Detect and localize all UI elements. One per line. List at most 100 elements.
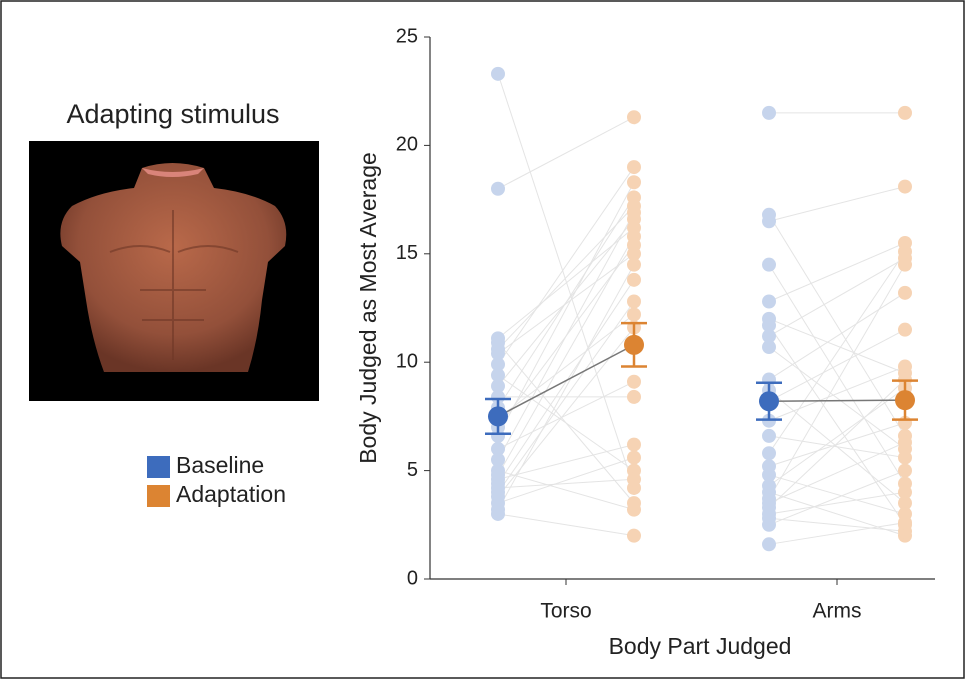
pair-line [768,435,906,459]
data-point [627,205,641,220]
data-point [491,441,505,456]
pair-line [768,257,906,337]
pair-line [768,522,906,545]
mean-line [768,399,906,402]
data-point [898,496,912,511]
pair-line [497,212,635,461]
pair-line [768,325,906,526]
data-point [627,437,641,452]
data-point [762,105,776,120]
data-point [627,502,641,517]
pair-line [497,374,635,472]
data-point [762,537,776,552]
data-point [491,506,505,521]
pair-line [497,73,635,489]
data-point [898,244,912,259]
data-point [627,257,641,272]
pair-line [497,205,635,350]
legend-label: Adaptation [176,481,286,507]
data-point [491,346,505,361]
pair-line [768,264,906,500]
data-point [627,190,641,205]
data-point [898,359,912,374]
pair-line [768,292,906,380]
pair-line [497,197,635,408]
pair-line [768,491,906,515]
data-point [627,374,641,389]
data-point [491,368,505,383]
data-point [898,285,912,300]
data-point [491,428,505,443]
y-tick-label: 25 [396,25,418,47]
pair-line [497,236,635,476]
pair-line [768,366,906,422]
data-point [491,452,505,467]
data-point [762,446,776,461]
pair-line [768,387,906,487]
data-point [762,318,776,333]
pair-line [768,214,906,437]
pair-line [768,242,906,302]
pair-line [768,251,906,454]
data-point [762,517,776,532]
pair-line [497,166,635,365]
mean-line [497,344,635,418]
data-point [627,472,641,487]
stimulus-image [29,141,319,401]
data-point [762,257,776,272]
pair-line [497,301,635,493]
data-point [898,435,912,450]
data-point [898,257,912,272]
y-tick-label: 15 [396,242,418,264]
data-point [898,463,912,478]
pair-line [497,381,635,450]
pair-line [497,457,635,504]
legend-swatch [147,485,170,507]
data-point [491,389,505,404]
legend-swatch [147,456,170,478]
pair-line [768,470,906,526]
y-tick-label: 5 [407,459,418,481]
y-axis-label: Body Judged as Most Average [355,152,381,464]
data-point [491,66,505,81]
pair-line [768,318,906,374]
x-tick-label: Torso [540,600,591,623]
data-point [627,110,641,125]
data-point [898,515,912,530]
pair-line [497,470,635,511]
pair-line [768,346,906,450]
data-point [627,160,641,175]
data-point [762,329,776,344]
pair-line [497,444,635,480]
data-point [627,389,641,404]
legend: Baseline Adaptation [147,452,286,507]
pair-line [497,314,635,419]
x-axis-label: Body Part Judged [609,633,792,659]
y-tick-label: 20 [396,134,418,156]
y-tick-label: 10 [396,350,418,372]
mean-point [895,390,915,411]
data-point [627,294,641,309]
data-point [762,340,776,355]
data-point [627,307,641,322]
data-point [627,450,641,465]
data-point [491,379,505,394]
x-tick-label: Arms [813,600,862,623]
pair-line [497,279,635,484]
mean-point [759,391,779,412]
pair-line [497,253,635,354]
pair-line [768,491,906,537]
pair-line [497,264,635,510]
data-point [898,105,912,120]
data-point [762,294,776,309]
pair-line [497,182,635,437]
data-point [491,181,505,196]
data-point [898,450,912,465]
data-point [627,528,641,543]
mean-point [488,406,508,427]
pair-line [768,517,906,532]
pair-line [768,264,906,484]
pair-line [768,186,906,222]
mean-point [624,334,644,355]
